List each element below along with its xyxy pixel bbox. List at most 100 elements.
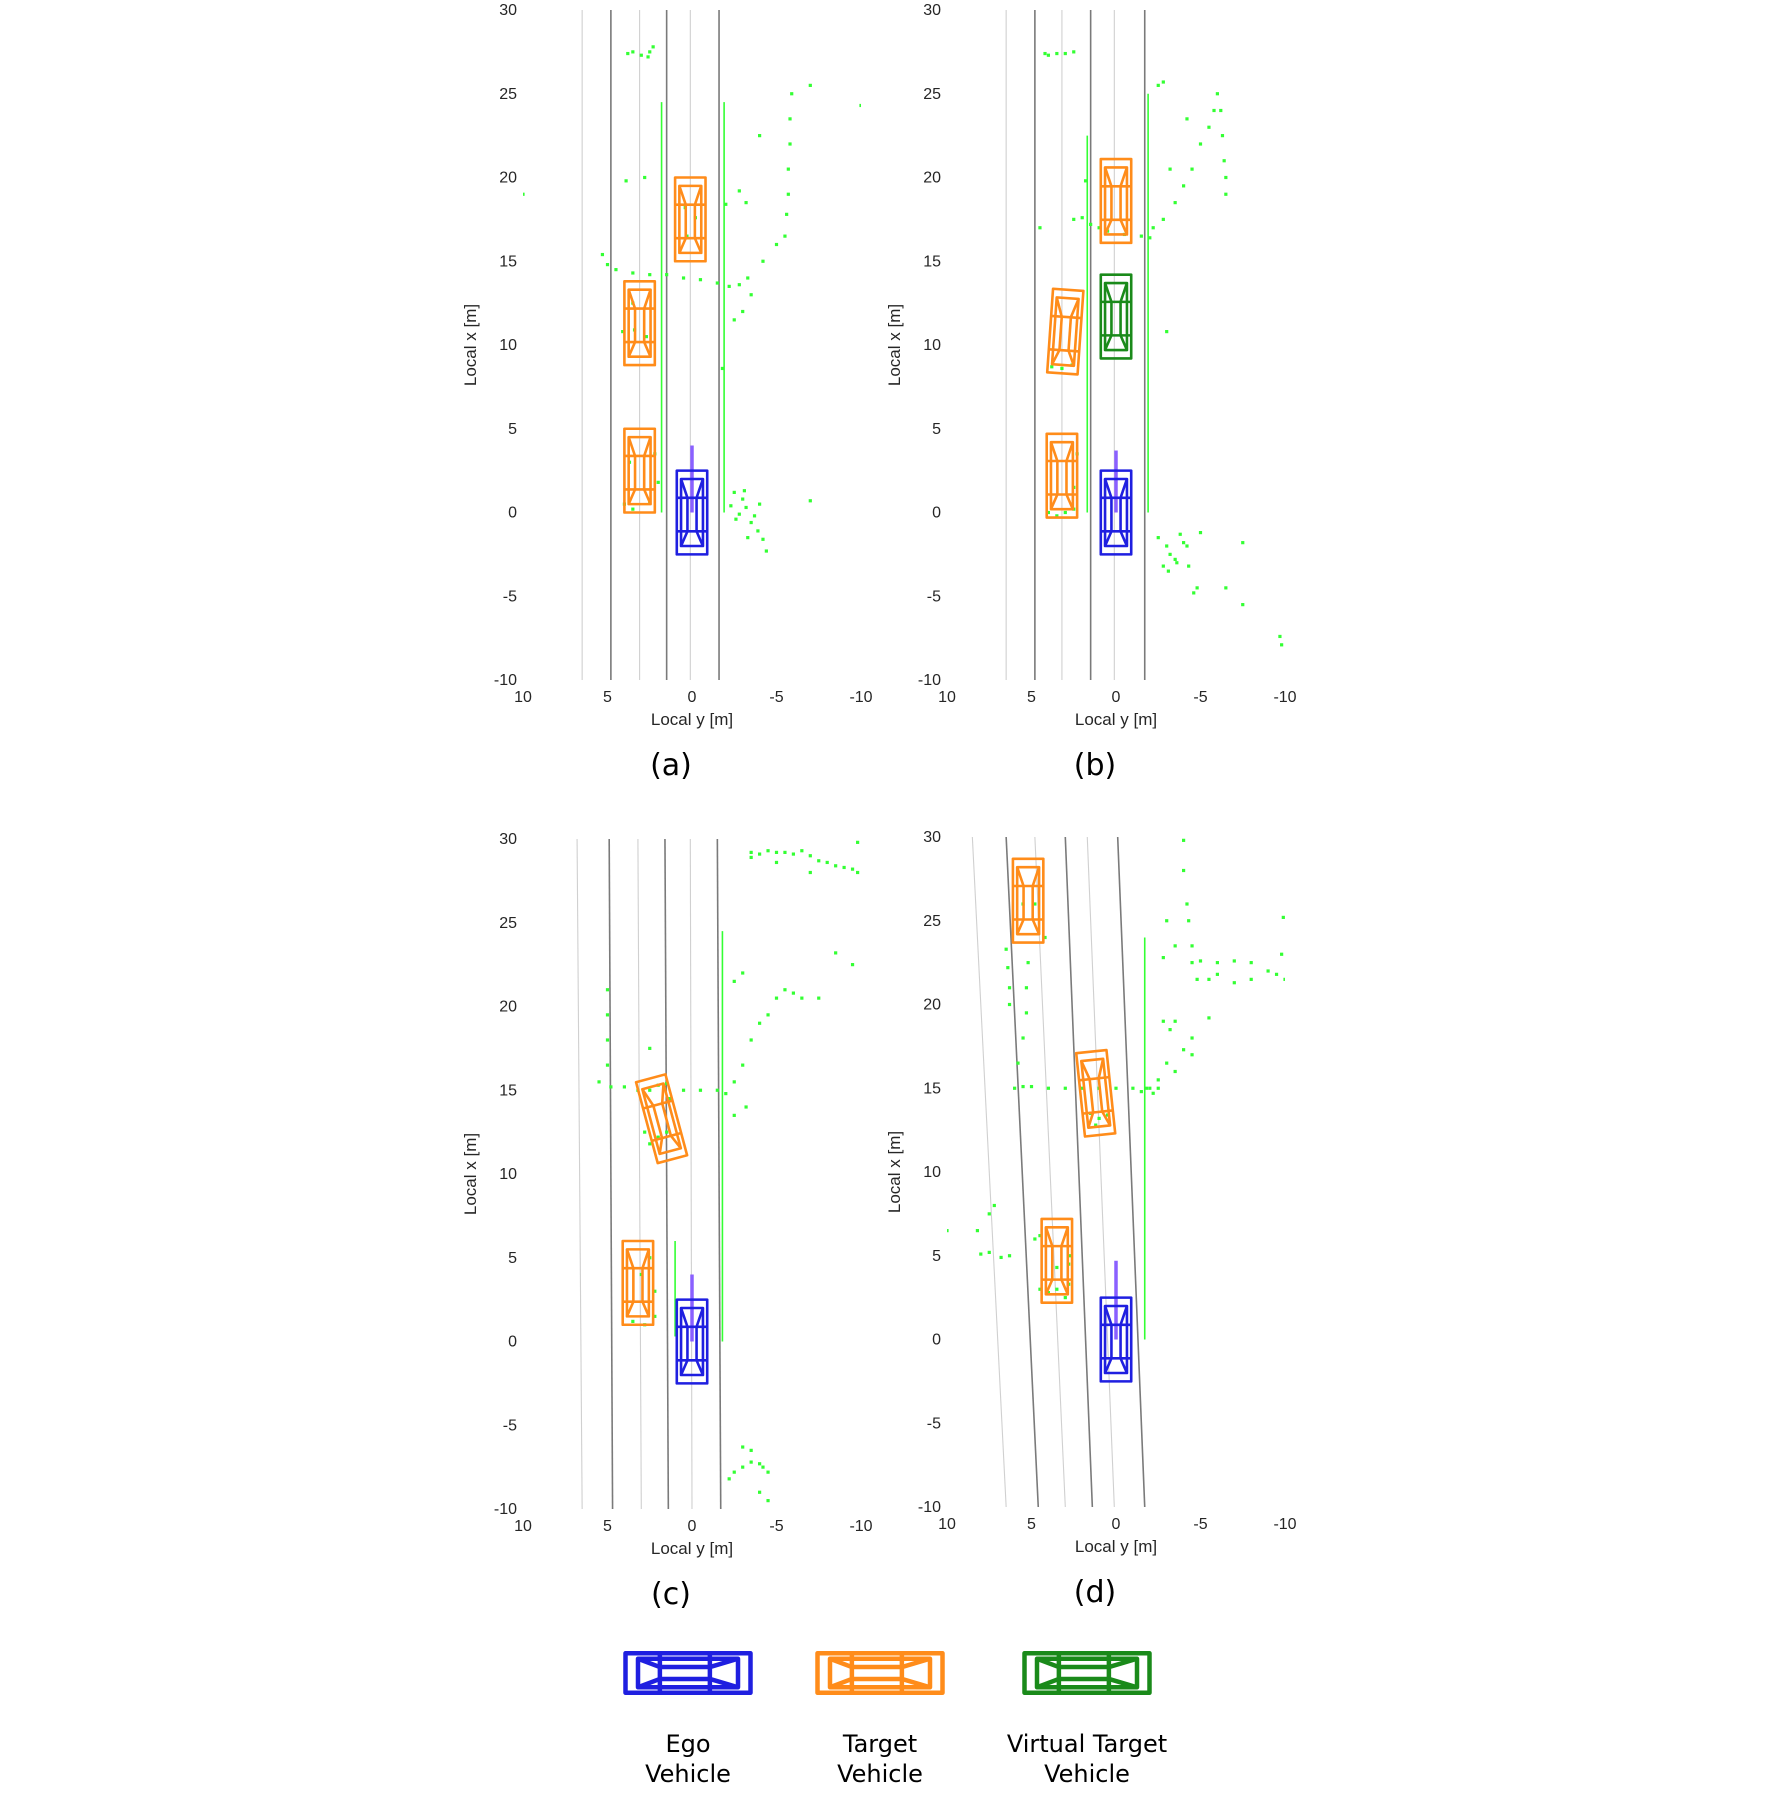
lidar-point (1161, 217, 1165, 221)
lidar-point (1094, 1123, 1098, 1127)
lidar-point (626, 51, 630, 56)
y-tick-label: -10 (494, 672, 517, 689)
lidar-point (727, 1477, 731, 1481)
x-tick-label: -10 (849, 1518, 872, 1535)
lidar-point (744, 201, 748, 205)
lidar-point (749, 1448, 753, 1452)
y-tick-label: 0 (508, 505, 517, 522)
lidar-point (668, 1097, 672, 1101)
lidar-point (791, 852, 795, 856)
lidar-point (1156, 536, 1160, 540)
target-vehicle-box (621, 1239, 655, 1327)
lane-line (1005, 837, 1040, 1507)
lidar-point (1283, 977, 1285, 981)
lidar-point (1241, 603, 1245, 607)
lidar-point (732, 318, 736, 322)
y-tick-label: 30 (499, 2, 517, 19)
y-tick-label: 30 (923, 2, 941, 19)
y-tick-label: 0 (508, 1334, 517, 1351)
x-tick-label: 5 (1027, 689, 1036, 706)
lane-line (689, 839, 693, 1509)
y-tick-label: 30 (923, 829, 941, 846)
lidar-point (817, 996, 821, 1000)
lidar-point (744, 1105, 748, 1109)
lidar-point (788, 117, 792, 121)
lidar-point (609, 1085, 613, 1089)
y-tick-label: -5 (927, 1415, 941, 1432)
lidar-point (761, 537, 765, 541)
lidar-point (1219, 108, 1223, 113)
lidar-point (788, 142, 792, 146)
lidar-point (1043, 51, 1047, 56)
panel-caption: (d) (1074, 1575, 1116, 1610)
lidar-point (644, 335, 648, 339)
lidar-point (785, 212, 789, 216)
lidar-point (681, 276, 686, 280)
lidar-point (1097, 1116, 1101, 1120)
lidar-point (597, 1080, 601, 1084)
lidar-point (1007, 1254, 1012, 1258)
legend-ego-vehicle-icon (623, 1650, 753, 1696)
lidar-point (1063, 1296, 1067, 1300)
lidar-point (808, 854, 812, 858)
lidar-point (786, 167, 790, 171)
lidar-point (758, 1462, 762, 1466)
lidar-point (1195, 586, 1199, 590)
lidar-point (1178, 532, 1182, 536)
lidar-point (1173, 1019, 1177, 1023)
lidar-point (741, 1063, 745, 1067)
lidar-point (732, 979, 736, 983)
x-tick-label: 10 (514, 1518, 532, 1535)
lidar-point (1249, 961, 1253, 965)
lane-line (1116, 837, 1146, 1507)
lidar-point (624, 179, 628, 183)
lidar-point (790, 92, 794, 96)
lidar-point (1046, 1086, 1050, 1090)
y-tick-label: 5 (932, 421, 941, 438)
lidar-point (1278, 634, 1282, 639)
y-tick-label: 0 (932, 1332, 941, 1349)
lidar-point (1068, 1254, 1072, 1258)
lidar-point (732, 490, 736, 494)
lidar-point (727, 284, 731, 288)
lidar-point (656, 1135, 660, 1139)
y-tick-label: -10 (918, 672, 941, 689)
lidar-point (1168, 167, 1172, 171)
lidar-point (783, 988, 787, 992)
lidar-point (724, 202, 728, 206)
panel-caption: (a) (650, 748, 692, 783)
lidar-point (800, 996, 804, 1000)
lidar-point (741, 971, 745, 975)
lidar-point (1185, 902, 1189, 906)
lidar-point (774, 242, 779, 247)
lidar-point (1144, 1086, 1149, 1090)
target-vehicle-box (623, 427, 657, 514)
lidar-point (1182, 541, 1186, 545)
y-axis-label: Local x [m] (885, 304, 904, 386)
lidar-point (648, 50, 652, 54)
lidar-point (1021, 1084, 1025, 1089)
target-vehicle-box (1074, 1048, 1117, 1138)
lidar-point (1161, 80, 1165, 84)
target-vehicle-box (673, 176, 707, 263)
y-tick-label: 10 (499, 1166, 517, 1183)
lidar-point (1063, 51, 1067, 56)
x-axis-label: Local y [m] (1075, 1537, 1157, 1556)
lidar-point (791, 991, 795, 995)
lidar-point (631, 1319, 635, 1323)
lidar-point (741, 309, 745, 314)
lidar-point (749, 1460, 753, 1464)
x-axis-label: Local y [m] (651, 710, 733, 729)
ego-vehicle-box (675, 469, 709, 556)
lidar-point (834, 864, 838, 868)
lidar-point (1046, 510, 1050, 515)
lidar-point (850, 867, 855, 871)
lidar-point (800, 849, 804, 853)
panel-b: 10 5 0 -5 -10 30 25 20 15 10 5 0 -5 -10 Local y [m] Loc… (885, 2, 1297, 783)
lidar-point (1182, 838, 1186, 842)
lidar-point (665, 1130, 669, 1134)
y-tick-label: 0 (932, 505, 941, 522)
target-vehicle-box (623, 280, 657, 367)
lidar-point (1173, 557, 1177, 561)
lidar-point (1207, 125, 1211, 129)
